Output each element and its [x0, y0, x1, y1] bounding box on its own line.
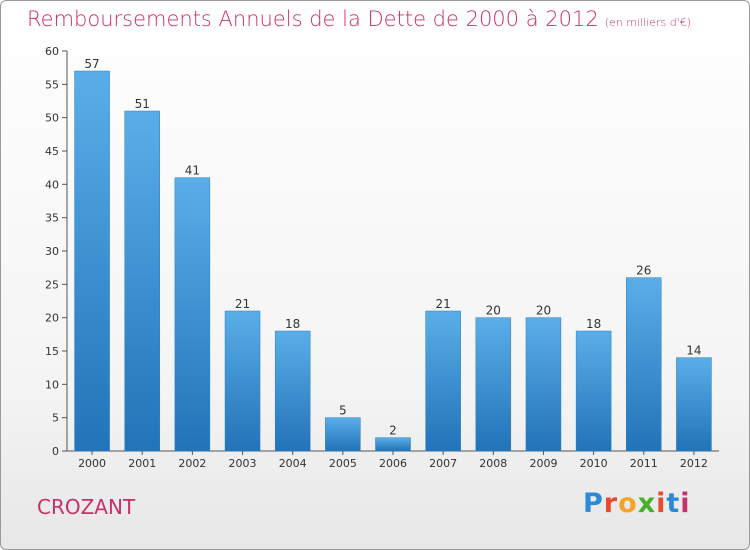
x-tick-label: 2000 [78, 457, 106, 470]
proxiti-logo: Proxiti [583, 488, 691, 519]
bar-value-label: 5 [339, 404, 347, 418]
x-tick-label: 2004 [279, 457, 307, 470]
y-tick-label: 40 [45, 178, 59, 191]
bar-value-label: 20 [486, 304, 501, 318]
x-tick-label: 2006 [379, 457, 407, 470]
x-tick-label: 2005 [329, 457, 357, 470]
bar-value-label: 2 [389, 424, 397, 438]
y-tick-label: 25 [45, 278, 59, 291]
x-tick-label: 2001 [128, 457, 156, 470]
bar [274, 330, 311, 452]
logo-letter: P [583, 488, 604, 519]
bar [74, 70, 110, 452]
bar-value-label: 20 [536, 304, 551, 318]
bar [375, 437, 411, 452]
bar-value-label: 57 [84, 57, 99, 71]
y-tick-label: 50 [45, 112, 59, 125]
x-tick-label: 2012 [680, 457, 708, 470]
bar [475, 317, 512, 452]
y-tick-label: 10 [45, 378, 59, 391]
bar [325, 417, 361, 452]
bar [224, 310, 261, 452]
bar [575, 330, 612, 452]
bar [525, 317, 562, 452]
bar-value-label: 21 [235, 297, 250, 311]
chart-unit: (en milliers d'€) [604, 16, 691, 29]
x-tick-label: 2003 [229, 457, 257, 470]
y-tick-label: 30 [45, 245, 59, 258]
y-tick-label: 55 [45, 78, 59, 91]
bar-value-label: 18 [285, 317, 300, 331]
bar [174, 177, 211, 452]
bar [124, 110, 160, 452]
logo-letter: x [637, 488, 657, 519]
y-tick-label: 0 [52, 445, 59, 458]
logo-letter: o [618, 488, 638, 519]
bar-value-label: 41 [185, 164, 200, 178]
bar-value-label: 21 [436, 297, 451, 311]
bar [626, 277, 662, 452]
bar-value-label: 14 [686, 344, 701, 358]
y-tick-label: 35 [45, 212, 59, 225]
bar-value-label: 51 [135, 97, 150, 111]
bar [676, 357, 712, 452]
bar-value-label: 26 [636, 264, 651, 278]
chart-title-text: Remboursements Annuels de la Dette de 20… [27, 7, 599, 31]
y-tick-label: 20 [45, 312, 59, 325]
x-tick-label: 2002 [178, 457, 206, 470]
y-tick-label: 15 [45, 345, 59, 358]
y-tick-label: 60 [45, 45, 59, 58]
x-tick-label: 2011 [630, 457, 658, 470]
commune-name: CROZANT [37, 495, 136, 519]
logo-letter: r [603, 488, 619, 519]
x-tick-label: 2008 [479, 457, 507, 470]
bar-value-label: 18 [586, 317, 601, 331]
x-tick-label: 2007 [429, 457, 457, 470]
logo-letter: i [656, 488, 667, 519]
y-tick-label: 45 [45, 145, 59, 158]
logo-letter: t [666, 488, 681, 519]
logo-letter: i [680, 488, 691, 519]
x-tick-label: 2009 [529, 457, 557, 470]
x-tick-label: 2010 [580, 457, 608, 470]
bar [425, 310, 461, 452]
y-tick-label: 5 [52, 412, 59, 425]
chart-title: Remboursements Annuels de la Dette de 20… [27, 7, 691, 31]
